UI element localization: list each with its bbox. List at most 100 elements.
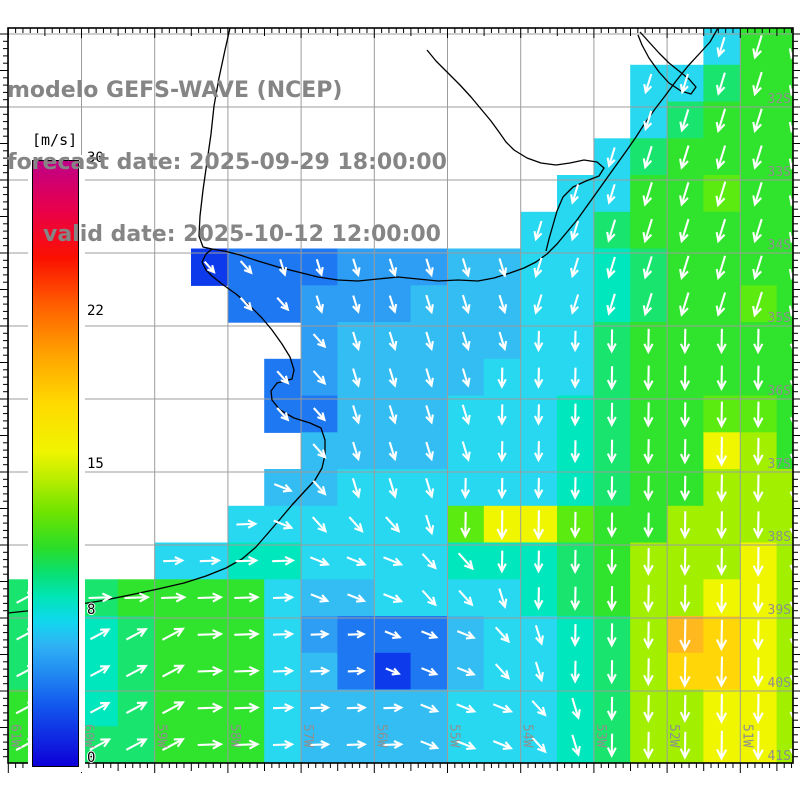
wind-arrow [752, 108, 763, 134]
wind-arrow [235, 555, 259, 566]
wind-arrow [643, 731, 654, 760]
wind-arrow [752, 34, 763, 60]
wind-arrow [679, 255, 690, 281]
wind-arrow [272, 666, 295, 676]
lat-label: 41S [768, 749, 791, 764]
model-title: modelo GEFS-WAVE (NCEP) [7, 78, 343, 103]
wind-arrow [715, 292, 727, 317]
wind-arrow [679, 365, 691, 392]
wind-arrow [352, 331, 361, 352]
lat-label: 35S [768, 311, 791, 326]
lat-label: 32S [768, 92, 791, 107]
wind-arrow [789, 601, 793, 610]
colorbar-gradient [32, 160, 79, 767]
wind-arrow [348, 516, 364, 533]
wind-arrow [197, 629, 224, 640]
wind-arrow [606, 219, 617, 243]
wind-arrow [234, 665, 260, 677]
wind-arrow [679, 328, 691, 355]
wind-arrow [752, 71, 763, 97]
wind-arrow [533, 587, 544, 611]
wind-arrow [457, 552, 474, 571]
wind-arrow [752, 255, 763, 281]
wind-arrow [203, 260, 216, 274]
wind-arrow [312, 370, 327, 386]
wind-arrow [388, 258, 398, 278]
colorbar-tick-15: 15 [87, 456, 104, 472]
wind-arrow [385, 516, 401, 533]
wave-cell [776, 726, 793, 763]
wind-arrow [163, 556, 185, 566]
wind-arrow [272, 703, 295, 713]
colorbar [28, 155, 85, 772]
forecast-date: forecast date: 2025-09-29 18:00:00 [7, 150, 447, 175]
wind-arrow [421, 667, 439, 676]
wave-cell [776, 248, 793, 286]
graticule [8, 28, 793, 763]
wind-arrow [679, 548, 691, 577]
wind-arrow [570, 330, 580, 353]
wind-arrow [570, 660, 581, 684]
wind-arrow [606, 623, 617, 648]
wind-arrow [752, 511, 764, 540]
wind-arrow [494, 663, 511, 680]
wind-arrow [383, 703, 404, 713]
wind-arrow [456, 666, 476, 677]
wind-arrow [679, 439, 691, 465]
wind-arrow [125, 628, 148, 641]
wind-arrow [679, 731, 691, 760]
wind-arrow [570, 403, 581, 427]
wind-arrow [310, 593, 330, 603]
wind-arrow [421, 589, 437, 607]
wind-arrow [388, 331, 398, 352]
wind-arrow [606, 256, 616, 279]
wind-arrow [789, 748, 793, 757]
wind-arrow [352, 295, 361, 314]
wind-arrow [425, 477, 435, 499]
wind-arrow [752, 181, 763, 207]
wind-arrow [533, 441, 544, 463]
wind-arrow [789, 416, 793, 425]
colorbar-unit-label: [m/s] [30, 130, 80, 150]
wave-cell [776, 689, 793, 727]
wind-arrow [461, 294, 471, 315]
wind-arrow [752, 145, 763, 170]
wind-arrow [384, 630, 402, 640]
wind-arrow [309, 556, 331, 567]
wind-arrow [606, 586, 617, 612]
wind-arrow [456, 630, 476, 640]
lat-label: 36S [768, 384, 791, 399]
wave-cell [776, 211, 793, 250]
wind-arrow [789, 491, 793, 500]
coastline-path [637, 31, 697, 95]
lat-label: 37S [768, 457, 791, 472]
wind-arrow [347, 593, 367, 603]
wave-cell [776, 285, 793, 323]
wind-arrow [679, 73, 689, 95]
wind-arrow [715, 619, 728, 652]
wind-arrow [458, 589, 474, 607]
wind-arrow [533, 220, 543, 242]
wind-arrow [312, 480, 327, 496]
wind-arrow [497, 550, 507, 574]
wind-arrow [642, 145, 653, 170]
wind-arrow [643, 695, 654, 724]
wind-arrow [276, 407, 290, 422]
wind-arrow [715, 72, 726, 96]
wind-arrow [533, 257, 543, 279]
wind-arrow [388, 405, 398, 425]
wind-arrow [533, 294, 543, 315]
wind-arrow [496, 510, 508, 541]
wind-arrow [313, 407, 326, 422]
wind-arrow [715, 218, 727, 244]
wind-arrow [276, 296, 290, 312]
wave-cell [776, 28, 793, 66]
wind-arrow [606, 660, 617, 685]
wind-arrow [352, 258, 361, 278]
wave-cell [776, 64, 793, 103]
wind-arrow [606, 696, 617, 722]
wind-arrow [643, 584, 654, 613]
wind-arrow [421, 630, 439, 640]
wind-arrow [89, 738, 112, 751]
lat-label: 38S [768, 530, 791, 545]
